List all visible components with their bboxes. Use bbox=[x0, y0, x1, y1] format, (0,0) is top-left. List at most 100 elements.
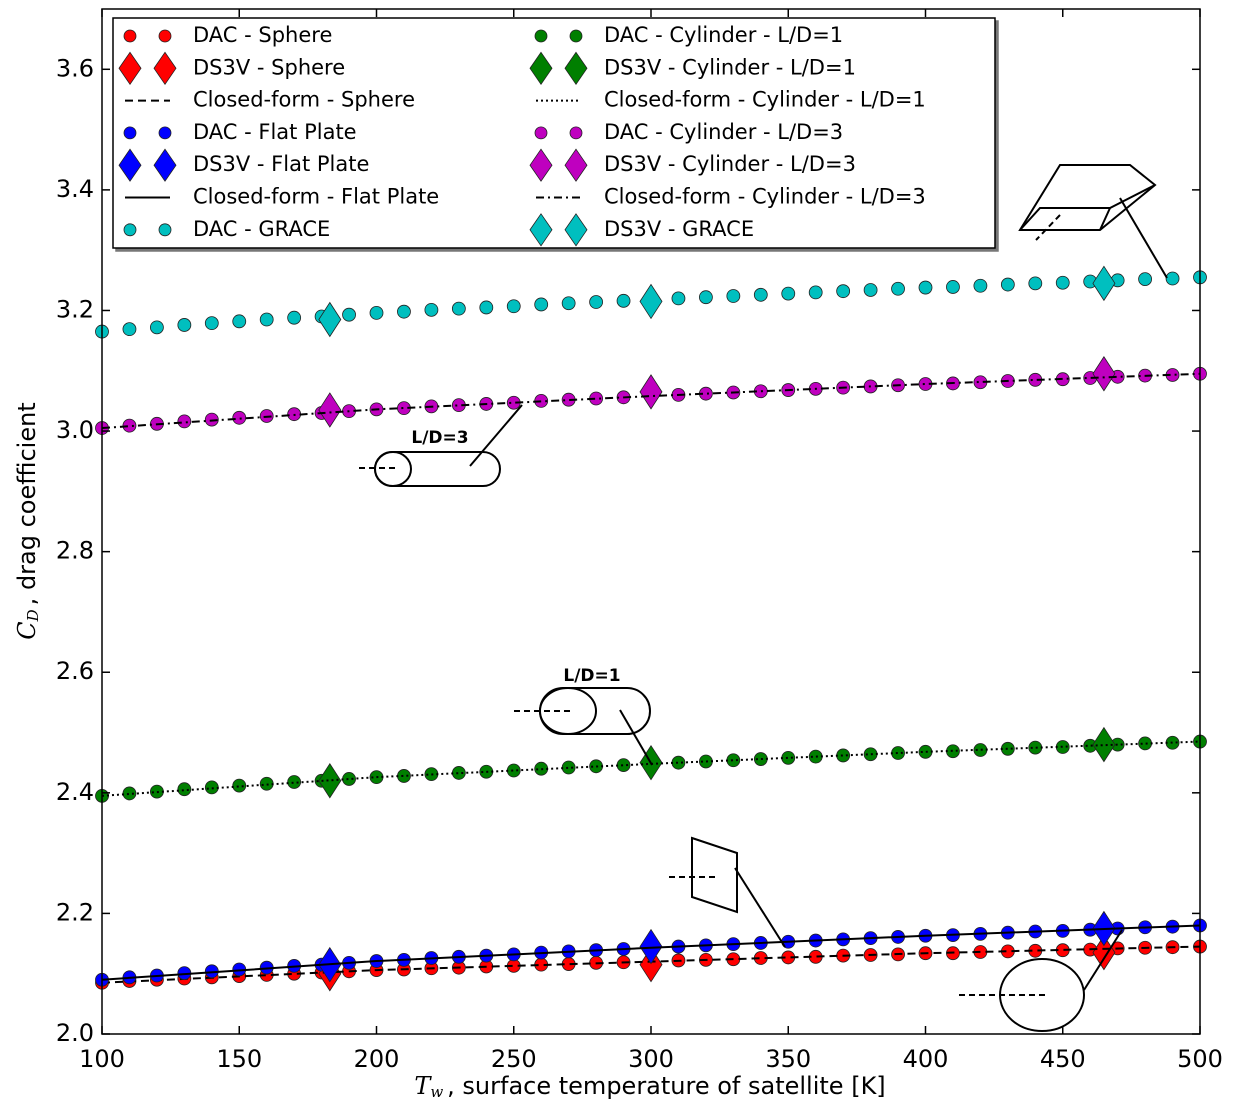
y-axis-label: CD , drag coefficient bbox=[13, 402, 43, 639]
y-tick-label: 2.6 bbox=[56, 657, 94, 685]
dac-point bbox=[123, 323, 136, 336]
legend-label: DS3V - Flat Plate bbox=[193, 152, 369, 176]
x-tick-label: 150 bbox=[216, 1045, 262, 1073]
dac-point bbox=[260, 313, 273, 326]
x-tick-label: 200 bbox=[354, 1045, 400, 1073]
y-tick-label: 2.4 bbox=[56, 778, 94, 806]
dac-point bbox=[974, 279, 987, 292]
legend-label: DAC - GRACE bbox=[193, 217, 330, 241]
dac-point bbox=[205, 317, 218, 330]
legend-label: DAC - Cylinder - L/D=3 bbox=[604, 120, 843, 144]
dac-point bbox=[1139, 273, 1152, 286]
dac-point bbox=[892, 282, 905, 295]
dac-point bbox=[562, 761, 575, 774]
legend-label: Closed-form - Flat Plate bbox=[193, 185, 439, 209]
dac-point bbox=[699, 291, 712, 304]
dac-point bbox=[452, 766, 465, 779]
legend-label: DAC - Flat Plate bbox=[193, 120, 357, 144]
dac-point bbox=[809, 286, 822, 299]
y-tick-label: 2.0 bbox=[56, 1019, 94, 1047]
dac-point bbox=[782, 287, 795, 300]
dac-point bbox=[397, 769, 410, 782]
dac-point bbox=[946, 280, 959, 293]
legend-label: DAC - Sphere bbox=[193, 23, 332, 47]
y-tick-label: 2.2 bbox=[56, 898, 94, 926]
dac-point bbox=[1056, 276, 1069, 289]
x-tick-label: 100 bbox=[79, 1045, 125, 1073]
y-label-text: , drag coefficient bbox=[13, 402, 41, 605]
legend-swatch bbox=[535, 127, 547, 139]
legend-swatch bbox=[159, 30, 171, 42]
dac-point bbox=[1166, 272, 1179, 285]
annotation: L/D=1 bbox=[563, 666, 620, 686]
dac-point bbox=[1001, 278, 1014, 291]
y-tick-label: 2.8 bbox=[56, 537, 94, 565]
dac-point bbox=[919, 281, 932, 294]
dac-point bbox=[150, 321, 163, 334]
chart: L/D=3 L/D=1 DAC - Sphere DS3V - Sphere Clo… bbox=[0, 0, 1239, 1108]
dac-point bbox=[507, 764, 520, 777]
dac-point bbox=[480, 301, 493, 314]
legend-label: Closed-form - Cylinder - L/D=1 bbox=[604, 88, 926, 112]
legend-label: DS3V - Sphere bbox=[193, 55, 345, 79]
y-label-symbol: C bbox=[13, 621, 41, 639]
dac-point bbox=[1139, 737, 1152, 750]
dac-point bbox=[672, 292, 685, 305]
legend-swatch bbox=[570, 127, 582, 139]
legend: DAC - Sphere DS3V - Sphere Closed-form - S… bbox=[113, 18, 995, 248]
y-tick-label: 3.6 bbox=[56, 54, 94, 82]
legend-label: Closed-form - Sphere bbox=[193, 88, 415, 112]
x-axis-label: Tw, surface temperature of satellite [K] bbox=[414, 1072, 885, 1102]
dac-point bbox=[288, 311, 301, 324]
dac-point bbox=[535, 298, 548, 311]
dac-point bbox=[617, 294, 630, 307]
dac-point bbox=[754, 288, 767, 301]
legend-label: Closed-form - Cylinder - L/D=3 bbox=[604, 185, 926, 209]
dac-point bbox=[837, 285, 850, 298]
legend-label: DAC - Cylinder - L/D=1 bbox=[604, 23, 843, 47]
legend-swatch bbox=[535, 30, 547, 42]
x-tick-label: 300 bbox=[628, 1045, 674, 1073]
dac-point bbox=[370, 306, 383, 319]
dac-point bbox=[343, 308, 356, 321]
x-label-subscript: w bbox=[430, 1083, 443, 1101]
x-tick-label: 250 bbox=[491, 1045, 537, 1073]
dac-point bbox=[233, 411, 246, 424]
x-tick-label: 350 bbox=[765, 1045, 811, 1073]
legend-label: DS3V - GRACE bbox=[604, 217, 754, 241]
legend-swatch bbox=[570, 30, 582, 42]
dac-point bbox=[178, 783, 191, 796]
dac-point bbox=[617, 759, 630, 772]
x-tick-label: 400 bbox=[903, 1045, 949, 1073]
legend-swatch bbox=[124, 224, 136, 236]
dac-point bbox=[288, 775, 301, 788]
y-tick-label: 3.2 bbox=[56, 295, 94, 323]
dac-point bbox=[233, 315, 246, 328]
x-tick-label: 500 bbox=[1177, 1045, 1223, 1073]
dac-point bbox=[452, 302, 465, 315]
dac-point bbox=[178, 415, 191, 428]
y-label-subscript: D bbox=[24, 609, 42, 622]
dac-point bbox=[727, 290, 740, 303]
legend-label: DS3V - Cylinder - L/D=1 bbox=[604, 55, 856, 79]
dac-point bbox=[590, 296, 603, 309]
dac-point bbox=[397, 305, 410, 318]
x-label-text: , surface temperature of satellite [K] bbox=[447, 1072, 886, 1100]
x-tick-label: 450 bbox=[1040, 1045, 1086, 1073]
dac-point bbox=[425, 303, 438, 316]
dac-point bbox=[343, 772, 356, 785]
dac-point bbox=[233, 779, 246, 792]
dac-point bbox=[562, 297, 575, 310]
dac-point bbox=[507, 300, 520, 313]
dac-point bbox=[178, 318, 191, 331]
annotation: L/D=3 bbox=[411, 428, 468, 448]
legend-swatch bbox=[159, 127, 171, 139]
y-tick-label: 3.0 bbox=[56, 416, 94, 444]
dac-point bbox=[1029, 277, 1042, 290]
y-tick-label: 3.4 bbox=[56, 175, 94, 203]
legend-label: DS3V - Cylinder - L/D=3 bbox=[604, 152, 856, 176]
dac-point bbox=[123, 787, 136, 800]
legend-swatch bbox=[159, 224, 171, 236]
legend-swatch bbox=[124, 30, 136, 42]
dac-point bbox=[864, 283, 877, 296]
